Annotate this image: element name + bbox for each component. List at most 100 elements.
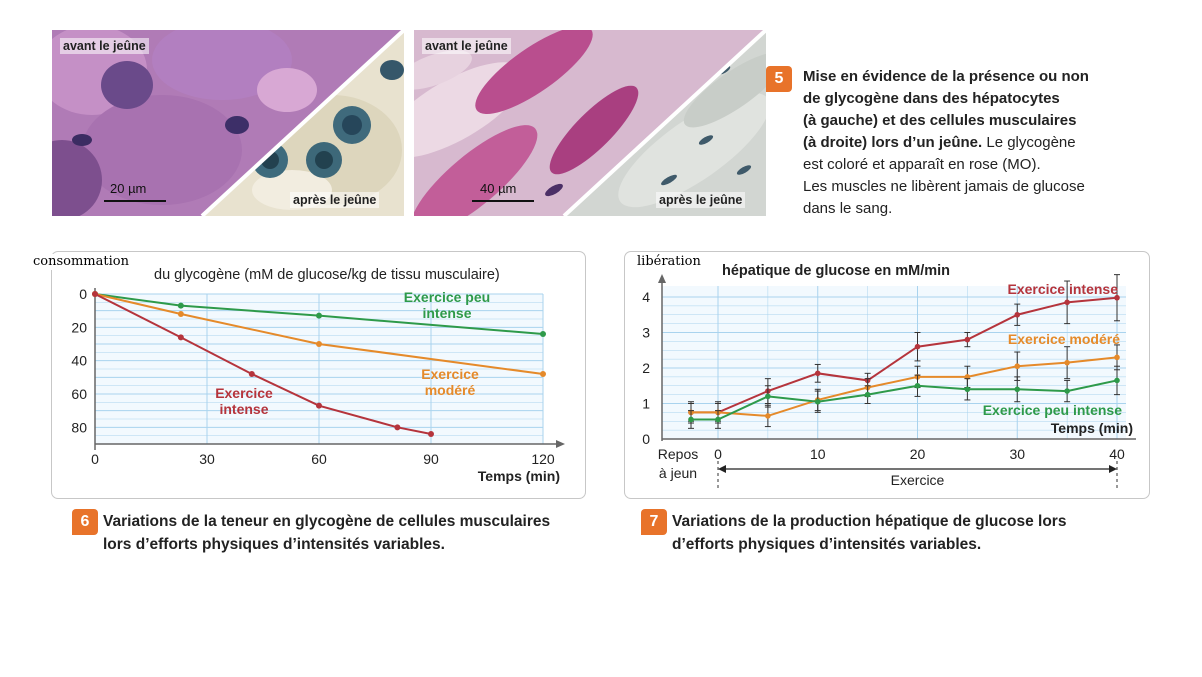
x-tick-label: 20	[910, 446, 926, 462]
figure-6-caption: Variations de la teneur en glycogène de …	[103, 510, 603, 556]
figure-7-panel: 0 1 2 3 4 0 10 20 30 40 Temps (min) hépatique de gl…	[624, 251, 1150, 499]
data-point	[248, 371, 255, 377]
data-point	[92, 291, 98, 297]
scale-bar-label: 40 µm	[480, 181, 517, 196]
caption-line: de glycogène dans des hépatocytes	[803, 90, 1060, 107]
data-point	[428, 431, 434, 437]
caption-line: Le glycogène	[982, 134, 1076, 151]
series-line	[94, 293, 544, 375]
data-point	[177, 311, 184, 317]
series-label: Exercice peu	[404, 289, 490, 305]
series-line	[691, 356, 1118, 417]
y-tick-label: 0	[79, 286, 87, 302]
x-tick-label: 40	[1109, 446, 1125, 462]
figure-7-overlay-label: libération	[637, 254, 701, 270]
caption-line: Variations de la teneur en glycogène de …	[103, 513, 551, 530]
data-point	[1014, 363, 1021, 370]
caption-line: Variations de la production hépatique de…	[672, 513, 1067, 530]
x-tick-label: 30	[199, 451, 215, 467]
series-label: Exercice	[421, 366, 479, 382]
data-point	[765, 393, 771, 400]
series-label: modéré	[425, 382, 476, 398]
data-point	[1114, 354, 1120, 361]
x-tick-label: 0	[714, 446, 722, 462]
scale-bar	[104, 200, 166, 202]
y-tick-label: 80	[71, 419, 87, 435]
data-point	[316, 341, 322, 347]
data-point	[316, 402, 322, 409]
data-point	[814, 398, 821, 405]
x-tick-label: 0	[91, 451, 99, 467]
caption-line: Mise en évidence de la présence ou non	[803, 68, 1089, 85]
figure-6-number: 6	[72, 509, 98, 535]
series-label: Exercice intense	[1007, 281, 1118, 297]
figure-7-number: 7	[641, 509, 667, 535]
x-tick-label: 90	[423, 451, 439, 467]
y-tick-label: 20	[71, 319, 87, 335]
data-point	[540, 371, 546, 377]
x-axis-title: Temps (min)	[478, 468, 560, 484]
data-point	[688, 416, 694, 423]
muscle-micrograph: avant le jeûne après le jeûne 40 µm	[414, 30, 766, 216]
series-label: Exercice modéré	[1008, 331, 1120, 347]
y-tick-label: 1	[642, 396, 650, 412]
caption-line: Les muscles ne libèrent jamais de glucos…	[803, 178, 1085, 195]
series-line	[94, 293, 432, 435]
series-line	[691, 296, 1118, 414]
x-tick-label: 60	[311, 451, 327, 467]
data-point	[1064, 388, 1070, 394]
figure-6-panel: 0 20 40 60 80 0 30 60 90 120 Temps (min) du glycogè…	[51, 251, 586, 499]
data-point	[1014, 311, 1021, 318]
data-point	[177, 334, 184, 341]
y-tick-label: 4	[642, 289, 650, 305]
y-tick-label: 2	[642, 360, 650, 376]
hepatocyte-micrograph: avant le jeûne après le jeûne 20 µm	[52, 30, 404, 216]
x-tick-label: 120	[531, 451, 555, 467]
caption-line: est coloré et apparaît en rose (MO).	[803, 156, 1041, 173]
data-point	[715, 416, 721, 423]
figure-5-number: 5	[766, 66, 792, 92]
data-point	[964, 336, 971, 343]
x-tick-label: 10	[810, 446, 826, 462]
y-tick-label: 60	[71, 386, 87, 402]
rest-label: à jeun	[659, 465, 697, 481]
data-point	[964, 386, 971, 393]
x-tick-label: 30	[1009, 446, 1025, 462]
scale-bar-label: 20 µm	[110, 181, 147, 196]
figure-5-caption: Mise en évidence de la présence ou non d…	[803, 66, 1163, 220]
data-point	[1114, 294, 1120, 301]
rest-label: Repos	[658, 446, 698, 462]
data-point	[540, 331, 546, 337]
before-fasting-label: avant le jeûne	[422, 38, 511, 54]
caption-line: lors d’efforts physiques d’intensités va…	[103, 536, 445, 553]
series-label: Exercice	[215, 385, 273, 401]
exercise-arrow-right	[1109, 465, 1117, 473]
caption-line: (à gauche) et des cellules musculaires	[803, 112, 1077, 129]
data-point	[765, 413, 771, 419]
chart-title: hépatique de glucose en mM/min	[722, 263, 950, 279]
series-line	[691, 379, 1118, 421]
scale-bar	[472, 200, 534, 202]
series-line	[94, 293, 544, 335]
data-point	[316, 312, 322, 319]
data-point	[1114, 377, 1120, 384]
exercise-arrow-left	[718, 465, 726, 473]
series-label: Exercice peu intense	[983, 402, 1123, 418]
y-tick-label: 0	[642, 431, 650, 447]
data-point	[814, 370, 821, 377]
exercise-label: Exercice	[891, 472, 945, 488]
after-fasting-label: après le jeûne	[290, 192, 380, 208]
y-axis-arrow	[658, 274, 666, 283]
data-point	[1014, 386, 1021, 393]
caption-line: d’efforts physiques d’intensités variabl…	[672, 536, 982, 553]
caption-line: (à droite) lors d’un jeûne.	[803, 134, 983, 151]
data-point	[1064, 299, 1070, 306]
data-point	[177, 302, 184, 309]
caption-line: dans le sang.	[803, 200, 893, 217]
y-tick-label: 40	[71, 353, 87, 369]
series-label: intense	[219, 401, 268, 417]
before-fasting-label: avant le jeûne	[60, 38, 149, 54]
figure-7-caption: Variations de la production hépatique de…	[672, 510, 1172, 556]
